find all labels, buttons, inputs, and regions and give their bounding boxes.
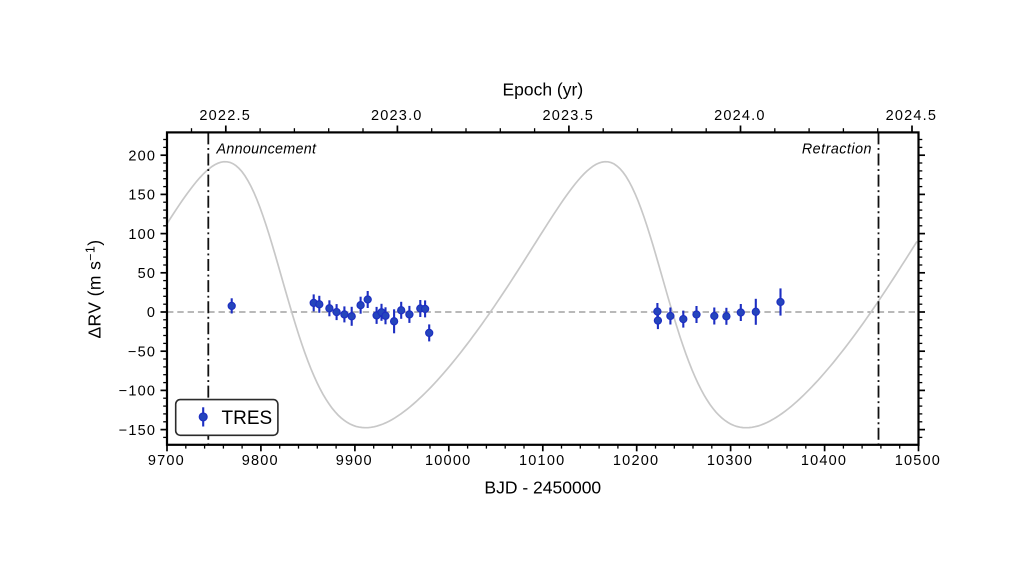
svg-text:9800: 9800 [242, 453, 279, 469]
svg-text:−100: −100 [119, 384, 156, 400]
svg-text:2023.5: 2023.5 [543, 108, 595, 124]
svg-text:−50: −50 [128, 344, 156, 360]
svg-text:10000: 10000 [425, 453, 471, 469]
svg-text:TRES: TRES [222, 408, 273, 429]
svg-text:10200: 10200 [613, 453, 659, 469]
svg-text:0: 0 [147, 305, 156, 321]
svg-text:Retraction: Retraction [802, 141, 872, 157]
svg-text:BJD - 2450000: BJD - 2450000 [484, 478, 601, 498]
svg-text:10400: 10400 [801, 453, 847, 469]
svg-text:9700: 9700 [148, 453, 185, 469]
svg-text:Announcement: Announcement [216, 141, 318, 157]
svg-text:2023.0: 2023.0 [371, 108, 423, 124]
svg-text:100: 100 [128, 227, 156, 243]
svg-text:150: 150 [128, 188, 156, 204]
svg-text:2022.5: 2022.5 [199, 108, 251, 124]
svg-text:2024.0: 2024.0 [714, 108, 766, 124]
svg-text:9900: 9900 [336, 453, 373, 469]
svg-text:Epoch (yr): Epoch (yr) [502, 80, 583, 100]
svg-text:10300: 10300 [707, 453, 753, 469]
svg-text:−150: −150 [119, 423, 156, 439]
svg-text:10500: 10500 [895, 453, 941, 469]
svg-text:50: 50 [138, 266, 157, 282]
svg-text:ΔRV (m s−1): ΔRV (m s−1) [84, 239, 105, 338]
svg-text:2024.5: 2024.5 [886, 108, 938, 124]
svg-text:10100: 10100 [519, 453, 565, 469]
svg-text:200: 200 [128, 148, 156, 164]
